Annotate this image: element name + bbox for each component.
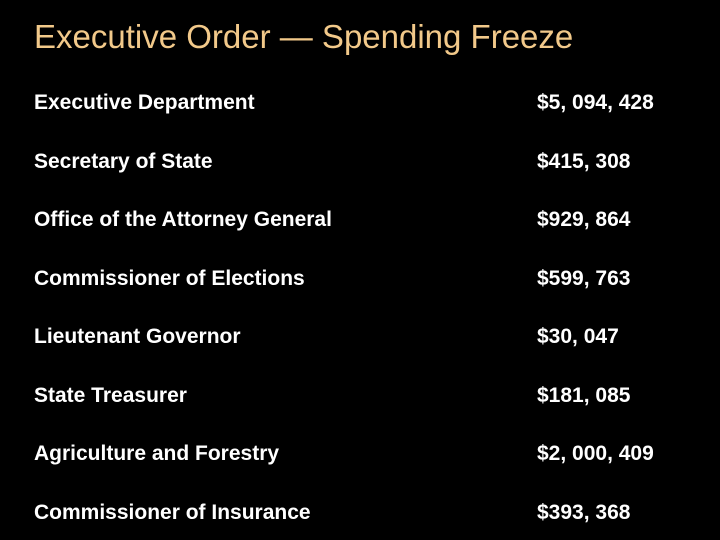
amount-value: $5, 094, 428 — [537, 91, 654, 114]
amount-value: $393, 368 — [537, 500, 631, 524]
amount-value: $181, 085 — [537, 383, 631, 407]
department-label: Executive Department — [34, 91, 255, 114]
list-item: Office of the Attorney General $929, 864 — [0, 192, 720, 251]
department-label: Lieutenant Governor — [34, 325, 241, 348]
amount-value: $599, 763 — [537, 266, 631, 290]
list-item: Agriculture and Forestry $2, 000, 409 — [0, 426, 720, 485]
amount-value: $2, 000, 409 — [537, 442, 654, 465]
list-item: Secretary of State $415, 308 — [0, 134, 720, 193]
slide-title: Executive Order — Spending Freeze — [34, 18, 574, 55]
department-label: Commissioner of Elections — [34, 266, 305, 290]
amount-value: $415, 308 — [537, 149, 631, 173]
list-item: Lieutenant Governor $30, 047 — [0, 309, 720, 368]
list-item: Executive Department $5, 094, 428 — [0, 75, 720, 134]
amount-value: $30, 047 — [537, 325, 619, 348]
list-item: Commissioner of Insurance $393, 368 — [0, 485, 720, 540]
department-label: Secretary of State — [34, 149, 213, 173]
list-item: Commissioner of Elections $599, 763 — [0, 251, 720, 310]
department-label: State Treasurer — [34, 383, 187, 407]
amount-value: $929, 864 — [537, 208, 631, 231]
department-label: Agriculture and Forestry — [34, 442, 280, 465]
spending-list: Executive Department $5, 094, 428 Secret… — [0, 75, 720, 540]
department-label: Commissioner of Insurance — [34, 500, 311, 524]
department-label: Office of the Attorney General — [34, 208, 332, 231]
list-item: State Treasurer $181, 085 — [0, 368, 720, 427]
